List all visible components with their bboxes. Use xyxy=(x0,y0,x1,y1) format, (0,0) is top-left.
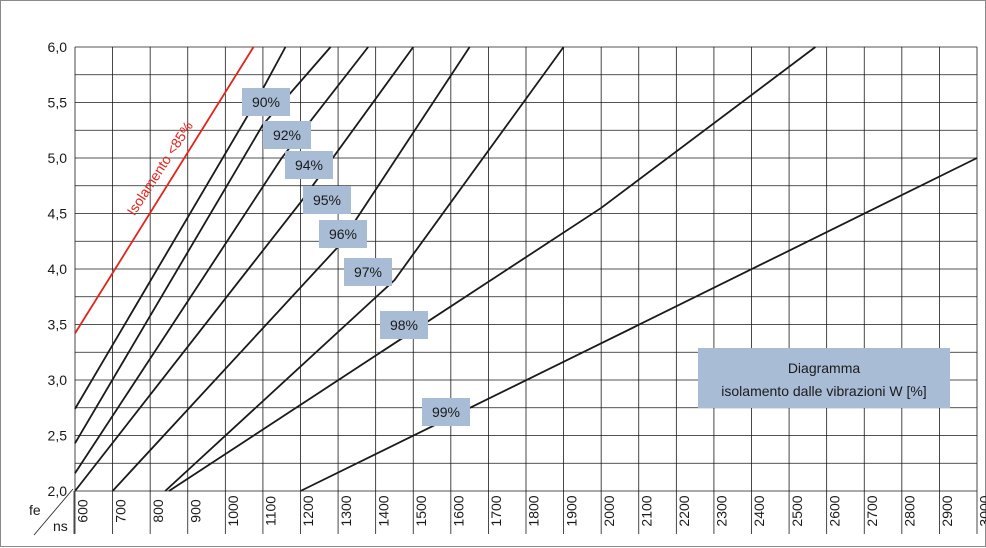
annotation-box xyxy=(698,348,950,408)
series-label: 96% xyxy=(329,226,357,242)
x-tick-label: 2100 xyxy=(638,495,654,526)
y-axis-label: fe xyxy=(29,502,41,518)
y-tick-label: 3,0 xyxy=(48,372,68,388)
diagram-annotation: Diagramma isolamento dalle vibrazioni W … xyxy=(698,348,950,408)
y-tick-label: 4,5 xyxy=(48,206,68,222)
corner-diagonal xyxy=(33,488,74,536)
x-tick-label: 2900 xyxy=(939,495,955,526)
x-tick-label: 1600 xyxy=(451,495,467,526)
x-tick-label: 2400 xyxy=(751,495,767,526)
series-label-box xyxy=(344,258,392,286)
x-tick-label: 2600 xyxy=(826,495,842,526)
series-label: 92% xyxy=(273,127,301,143)
x-tick-label: 1900 xyxy=(563,495,579,526)
series-labels: 90% 92% 94% 95% 96% 97% 98% 99% Isolamento <85% xyxy=(124,88,470,426)
y-tick-label: 2,5 xyxy=(48,428,68,444)
x-tick-label: 1300 xyxy=(338,495,354,526)
series-label: 90% xyxy=(252,94,280,110)
series-label-box xyxy=(319,220,367,248)
series-label-box xyxy=(422,398,470,426)
y-tick-label: 5,0 xyxy=(48,150,68,166)
series-line-94pct xyxy=(74,46,369,474)
series-label-box xyxy=(263,121,311,149)
series-label-box xyxy=(380,311,428,339)
series-label: 95% xyxy=(313,192,341,208)
y-tick-label: 6,0 xyxy=(48,39,68,55)
x-tick-label: 1100 xyxy=(263,496,279,526)
series-label-box xyxy=(303,186,351,214)
series-label-box xyxy=(285,151,333,179)
x-tick-label: 2700 xyxy=(864,495,880,526)
x-axis-label: ns xyxy=(53,518,68,534)
y-tick-label: 3,5 xyxy=(48,317,68,333)
series-line-95pct xyxy=(74,46,414,492)
x-tick-label: 1200 xyxy=(300,495,316,526)
x-tick-label: 1700 xyxy=(488,495,504,526)
x-tick-label: 3000 xyxy=(977,495,986,526)
x-tick-label: 800 xyxy=(150,499,166,523)
x-tick-labels: 600 700 800 900 1000 1100 1200 1300 1400 1500 1600… xyxy=(75,495,986,526)
x-tick-label: 2000 xyxy=(601,495,617,526)
y-tick-label: 4,0 xyxy=(48,261,68,277)
x-tick-label: 2800 xyxy=(902,495,918,526)
series-label: 94% xyxy=(295,157,323,173)
x-tick-label: 1400 xyxy=(375,495,391,526)
x-tick-label: 1000 xyxy=(225,495,241,526)
x-tick-label: 1800 xyxy=(526,495,542,526)
grid-lines xyxy=(73,46,978,534)
axis-corner: fe ns xyxy=(29,488,74,536)
x-tick-label: 2300 xyxy=(714,495,730,526)
series-line-99pct xyxy=(300,157,978,492)
x-tick-label: 900 xyxy=(187,499,203,523)
annotation-line-1: Diagramma xyxy=(788,360,861,376)
series-label: 99% xyxy=(432,404,460,420)
series-line-isolation-under-85 xyxy=(74,46,255,334)
y-tick-label: 5,5 xyxy=(48,95,68,111)
x-tick-label: 2200 xyxy=(676,495,692,526)
series-label: 97% xyxy=(354,264,382,280)
y-tick-label: 2,0 xyxy=(48,483,68,499)
series-label: 98% xyxy=(390,317,418,333)
series-line-92pct xyxy=(74,46,332,444)
series-label-box xyxy=(242,88,290,116)
series-line-98pct xyxy=(168,46,816,492)
x-tick-label: 600 xyxy=(75,499,91,523)
x-tick-label: 700 xyxy=(112,499,128,523)
annotation-line-2: isolamento dalle vibrazioni W [%] xyxy=(721,383,926,399)
series-line-97pct xyxy=(164,46,565,492)
series-label-isolation-under-85: Isolamento <85% xyxy=(124,118,197,218)
x-tick-label: 2500 xyxy=(789,495,805,526)
x-tick-label: 1500 xyxy=(413,495,429,526)
y-tick-labels: 2,0 2,5 3,0 3,5 4,0 4,5 5,0 5,5 6,0 xyxy=(48,39,68,499)
